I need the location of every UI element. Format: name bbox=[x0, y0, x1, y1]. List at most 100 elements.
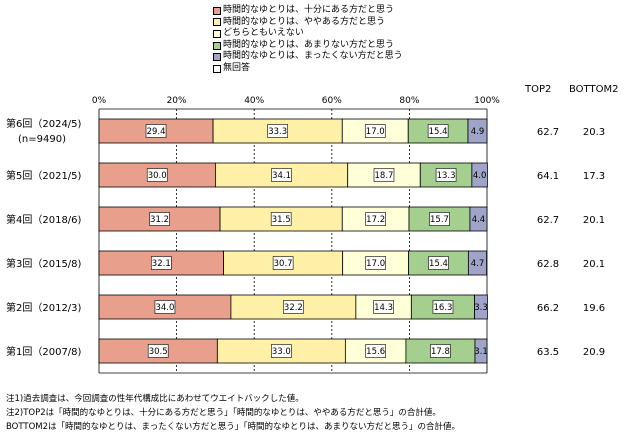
value-label-box bbox=[373, 168, 395, 182]
value-label: 17.0 bbox=[366, 127, 385, 137]
value-label-box bbox=[432, 300, 454, 314]
value-label: 34.0 bbox=[155, 303, 174, 313]
value-label: 17.0 bbox=[366, 259, 385, 269]
value-label: 15.7 bbox=[430, 215, 449, 225]
legend-label: 時間的なゆとりは、ややある方だと思う bbox=[223, 16, 386, 27]
value-label: 17.8 bbox=[431, 347, 450, 357]
value-label: 13.3 bbox=[437, 171, 456, 181]
legend-item: 時間的なゆとりは、ややある方だと思う bbox=[213, 17, 403, 29]
bar-segment bbox=[469, 206, 488, 232]
value-label-box bbox=[430, 344, 451, 358]
value-label: 17.2 bbox=[366, 215, 385, 225]
value-label: 18.7 bbox=[375, 171, 394, 181]
legend-label: 時間的なゆとりは、あまりない方だと思う bbox=[223, 39, 395, 50]
legend-item: 時間的なゆとりは、あまりない方だと思う bbox=[213, 40, 403, 52]
legend-swatch bbox=[213, 6, 221, 15]
value-label-box bbox=[373, 300, 394, 314]
bar-segment bbox=[467, 118, 488, 144]
value-label: 4.7 bbox=[471, 259, 485, 269]
value-label: 32.2 bbox=[284, 303, 303, 313]
value-label-box bbox=[427, 124, 449, 138]
x-tick-label: 40% bbox=[244, 96, 264, 106]
footnote-2: 注2)TOP2は「時間的なゆとりは、十分にある方だと思う」「時間的なゆとりは、や… bbox=[6, 408, 441, 418]
x-tick-label: 100% bbox=[474, 96, 500, 106]
category-label: (n=9490) bbox=[18, 134, 66, 145]
legend-swatch bbox=[213, 41, 221, 50]
bottom2-value: 20.3 bbox=[583, 127, 605, 138]
value-label: 34.1 bbox=[272, 171, 291, 181]
value-label: 33.0 bbox=[272, 347, 291, 357]
value-label-box bbox=[150, 256, 172, 270]
bar-segment bbox=[98, 118, 214, 144]
category-label: 第6回（2024/5) bbox=[6, 117, 82, 130]
value-label-box bbox=[435, 168, 457, 182]
value-label-box bbox=[272, 256, 294, 270]
legend-swatch bbox=[213, 29, 221, 38]
value-label: 31.5 bbox=[272, 215, 291, 225]
legend-item: 時間的なゆとりは、十分にある方だと思う bbox=[213, 5, 403, 17]
value-label-box bbox=[283, 300, 304, 314]
legend-swatch bbox=[213, 64, 221, 73]
bar-segment bbox=[474, 338, 488, 364]
value-label-box bbox=[365, 212, 386, 226]
bar-segment bbox=[474, 294, 488, 320]
legend-swatch bbox=[213, 18, 221, 27]
value-label-box bbox=[147, 344, 169, 358]
legend-item: 無回答 bbox=[213, 63, 403, 75]
value-label: 30.5 bbox=[149, 347, 168, 357]
footnote-3: BOTTOM2は「時間的なゆとりは、まったくない方だと思う」「時間的なゆとりは、… bbox=[6, 422, 460, 432]
value-label: 15.4 bbox=[429, 127, 448, 137]
x-tick-label: 60% bbox=[322, 96, 342, 106]
value-label: 30.0 bbox=[148, 171, 167, 181]
bottom2-value: 20.9 bbox=[583, 347, 605, 358]
value-label-box bbox=[267, 124, 288, 138]
category-label: 第2回（2012/3) bbox=[6, 301, 82, 314]
footnotes: 注1)過去調査は、今回調査の性年代構成比にあわせてウエイトバックした値。 注2)… bbox=[6, 392, 460, 434]
value-label: 16.3 bbox=[433, 303, 452, 313]
bottom2-value: 17.3 bbox=[583, 171, 605, 182]
category-label: 第3回（2015/8) bbox=[6, 257, 82, 270]
value-label-box bbox=[271, 344, 292, 358]
top2-value: 62.7 bbox=[537, 127, 559, 138]
top2-header: TOP2 bbox=[525, 84, 552, 95]
value-label-box bbox=[149, 212, 170, 226]
value-label: 4.0 bbox=[473, 171, 487, 181]
legend-swatch bbox=[213, 53, 221, 62]
legend-label: 無回答 bbox=[223, 62, 251, 73]
legend-label: 時間的なゆとりは、まったくない方だと思う bbox=[223, 51, 403, 62]
category-label: 第1回（2007/8) bbox=[6, 345, 82, 358]
value-label: 4.9 bbox=[471, 127, 485, 137]
bottom2-value: 20.1 bbox=[583, 259, 605, 270]
footnote-1: 注1)過去調査は、今回調査の性年代構成比にあわせてウエイトバックした値。 bbox=[6, 394, 304, 404]
value-label-box bbox=[146, 168, 168, 182]
bar-segment bbox=[407, 118, 469, 144]
legend-item: どちらともいえない bbox=[213, 28, 403, 40]
value-label: 14.3 bbox=[374, 303, 393, 313]
value-label: 31.2 bbox=[150, 215, 169, 225]
top2-value: 66.2 bbox=[537, 303, 559, 314]
value-label-box bbox=[145, 124, 167, 138]
value-label: 4.4 bbox=[472, 215, 486, 225]
value-label: 33.3 bbox=[268, 127, 287, 137]
x-tick-label: 20% bbox=[167, 96, 187, 106]
legend-label: どちらともいえない bbox=[223, 28, 304, 39]
category-label: 第5回（2021/5) bbox=[6, 169, 82, 182]
value-label-box bbox=[271, 168, 292, 182]
value-label-box bbox=[429, 212, 450, 226]
bottom2-value: 20.1 bbox=[583, 215, 605, 226]
x-tick-label: 80% bbox=[399, 96, 419, 106]
category-label: 第4回（2018/6) bbox=[6, 213, 82, 226]
value-label: 32.1 bbox=[152, 259, 171, 269]
value-label-box bbox=[365, 256, 386, 270]
top2-value: 62.8 bbox=[537, 259, 559, 270]
bottom2-value: 19.6 bbox=[583, 303, 605, 314]
x-tick-label: 0% bbox=[92, 96, 107, 106]
value-label-box bbox=[270, 212, 292, 226]
top2-value: 64.1 bbox=[537, 171, 559, 182]
value-label-box bbox=[365, 344, 386, 358]
value-label: 15.4 bbox=[429, 259, 448, 269]
bottom2-header: BOTTOM2 bbox=[569, 84, 619, 95]
value-label-box bbox=[428, 256, 449, 270]
value-label: 29.4 bbox=[147, 127, 166, 137]
